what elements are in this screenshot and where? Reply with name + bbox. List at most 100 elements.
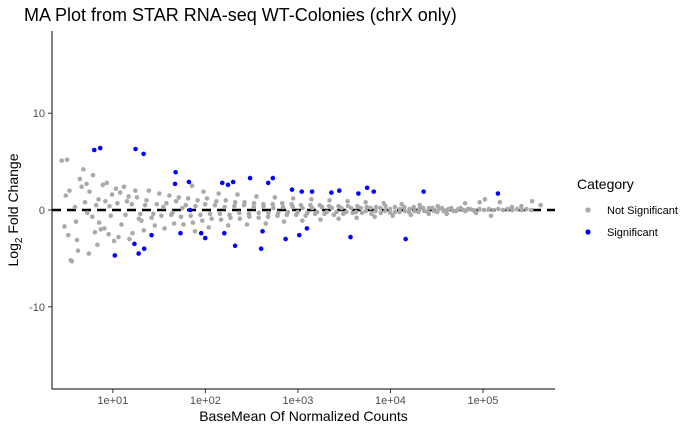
point-not-significant	[198, 212, 203, 218]
point-not-significant	[81, 167, 86, 172]
point-not-significant	[354, 215, 359, 221]
point-not-significant	[126, 194, 131, 199]
point-not-significant	[387, 206, 393, 212]
legend-item-significant: Significant	[585, 227, 658, 239]
point-not-significant	[434, 209, 440, 215]
legend-swatch-significant	[585, 229, 591, 235]
point-not-significant	[390, 213, 396, 219]
legend-label-not-significant: Not Significant	[607, 205, 678, 217]
point-not-significant	[222, 204, 227, 210]
point-not-significant	[117, 190, 123, 195]
point-not-significant	[204, 196, 210, 201]
point-not-significant	[293, 212, 299, 218]
point-not-significant	[133, 188, 138, 193]
point-not-significant	[90, 214, 95, 220]
point-not-significant	[359, 210, 365, 216]
point-not-significant	[181, 222, 186, 227]
point-not-significant	[496, 206, 501, 212]
point-not-significant	[430, 205, 435, 211]
x-tick-label: 1e+03	[282, 395, 313, 407]
point-not-significant	[299, 218, 305, 223]
point-significant	[112, 253, 118, 258]
point-not-significant	[261, 201, 266, 207]
point-not-significant	[486, 206, 492, 212]
point-significant	[136, 251, 141, 256]
point-not-significant	[109, 192, 115, 197]
point-not-significant	[322, 211, 327, 217]
point-not-significant	[444, 211, 450, 217]
point-not-significant	[372, 214, 377, 220]
point-not-significant	[142, 202, 148, 208]
point-not-significant	[235, 192, 240, 197]
legend-swatch-not-significant	[585, 207, 591, 213]
point-not-significant	[130, 230, 135, 236]
point-not-significant	[180, 205, 185, 211]
point-not-significant	[178, 214, 184, 220]
point-not-significant	[336, 216, 341, 222]
point-not-significant	[103, 198, 108, 204]
point-not-significant	[96, 197, 101, 202]
point-not-significant	[214, 198, 219, 204]
point-significant	[222, 230, 227, 236]
x-tick-label: 1e+02	[190, 395, 221, 407]
point-significant	[198, 230, 204, 236]
point-significant	[230, 179, 236, 185]
point-not-significant	[327, 198, 332, 203]
point-not-significant	[439, 205, 445, 211]
point-not-significant	[151, 211, 156, 217]
point-not-significant	[326, 203, 332, 209]
point-not-significant	[402, 208, 408, 214]
point-not-significant	[308, 202, 313, 208]
point-not-significant	[121, 184, 127, 190]
y-axis-label-log: Log	[5, 243, 21, 266]
point-not-significant	[228, 215, 233, 221]
point-not-significant	[279, 200, 285, 206]
point-not-significant	[159, 213, 164, 219]
point-not-significant	[232, 203, 237, 209]
point-not-significant	[458, 205, 464, 211]
point-not-significant	[331, 212, 337, 218]
point-not-significant	[119, 222, 124, 227]
point-not-significant	[242, 199, 247, 205]
point-not-significant	[368, 205, 373, 211]
point-not-significant	[161, 204, 166, 210]
point-not-significant	[462, 200, 468, 206]
point-significant	[225, 182, 231, 188]
point-not-significant	[411, 204, 417, 210]
point-not-significant	[195, 198, 200, 203]
point-not-significant	[303, 213, 308, 219]
point-significant	[299, 189, 305, 194]
point-not-significant	[217, 211, 223, 217]
point-not-significant	[378, 205, 383, 211]
point-not-significant	[420, 205, 426, 211]
point-not-significant	[176, 195, 182, 200]
point-significant	[309, 189, 315, 194]
point-not-significant	[449, 205, 454, 211]
point-not-significant	[96, 220, 102, 225]
point-not-significant	[185, 196, 191, 201]
point-significant	[97, 145, 103, 151]
point-not-significant	[463, 208, 468, 214]
point-not-significant	[113, 186, 119, 192]
point-not-significant	[363, 199, 368, 205]
point-not-significant	[280, 204, 286, 210]
point-not-significant	[189, 183, 195, 189]
point-significant	[132, 241, 137, 247]
point-not-significant	[275, 213, 280, 219]
point-not-significant	[488, 213, 494, 219]
point-not-significant	[123, 212, 128, 218]
point-not-significant	[95, 242, 100, 248]
legend-label-significant: Significant	[607, 227, 658, 239]
point-not-significant	[79, 184, 84, 190]
point-not-significant	[318, 217, 323, 222]
point-not-significant	[491, 207, 496, 213]
point-significant	[258, 246, 264, 251]
point-not-significant	[85, 210, 90, 216]
point-not-significant	[345, 203, 351, 209]
point-not-significant	[87, 189, 92, 194]
point-not-significant	[355, 203, 360, 209]
point-not-significant	[154, 201, 160, 207]
point-not-significant	[500, 207, 506, 213]
point-significant	[247, 175, 253, 181]
point-not-significant	[497, 199, 503, 205]
